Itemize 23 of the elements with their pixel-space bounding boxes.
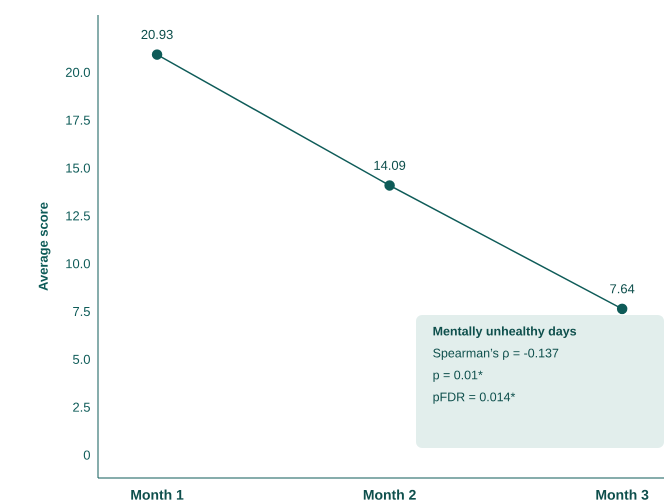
- y-tick-label: 15.0: [66, 163, 90, 173]
- y-tick-label: 10.0: [66, 259, 90, 268]
- point: [152, 49, 162, 60]
- y-tick-label: 12.5: [66, 211, 90, 220]
- data-label: 14.09: [374, 160, 406, 170]
- y-axis-title: Average score: [38, 202, 50, 291]
- x-tick-label: Month 1: [131, 490, 184, 500]
- annotation: Mentally unhealthy days: [433, 326, 576, 338]
- annotation: Spearman’s ρ = -0.137: [433, 348, 558, 360]
- point: [616, 304, 628, 314]
- y-tick-label: 2.5: [73, 402, 90, 412]
- x-tick-label: Month 3: [596, 490, 648, 500]
- point: [384, 180, 395, 191]
- data-label: 20.93: [142, 30, 173, 40]
- data-label: 7.64: [610, 284, 634, 294]
- x-tick-label: Month 2: [364, 490, 416, 500]
- annotation: p = 0.01*: [433, 370, 483, 382]
- y-tick-label: 17.5: [66, 116, 90, 125]
- y-tick-label: 0: [84, 450, 90, 460]
- y-tick-label: 20.0: [66, 68, 90, 77]
- annotation: pFDR = 0.014*: [433, 392, 516, 404]
- y-tick-label: 7.5: [73, 307, 90, 316]
- y-tick-label: 5.0: [72, 354, 90, 364]
